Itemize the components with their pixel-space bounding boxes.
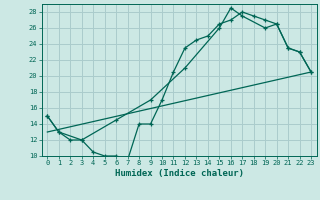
X-axis label: Humidex (Indice chaleur): Humidex (Indice chaleur) xyxy=(115,169,244,178)
